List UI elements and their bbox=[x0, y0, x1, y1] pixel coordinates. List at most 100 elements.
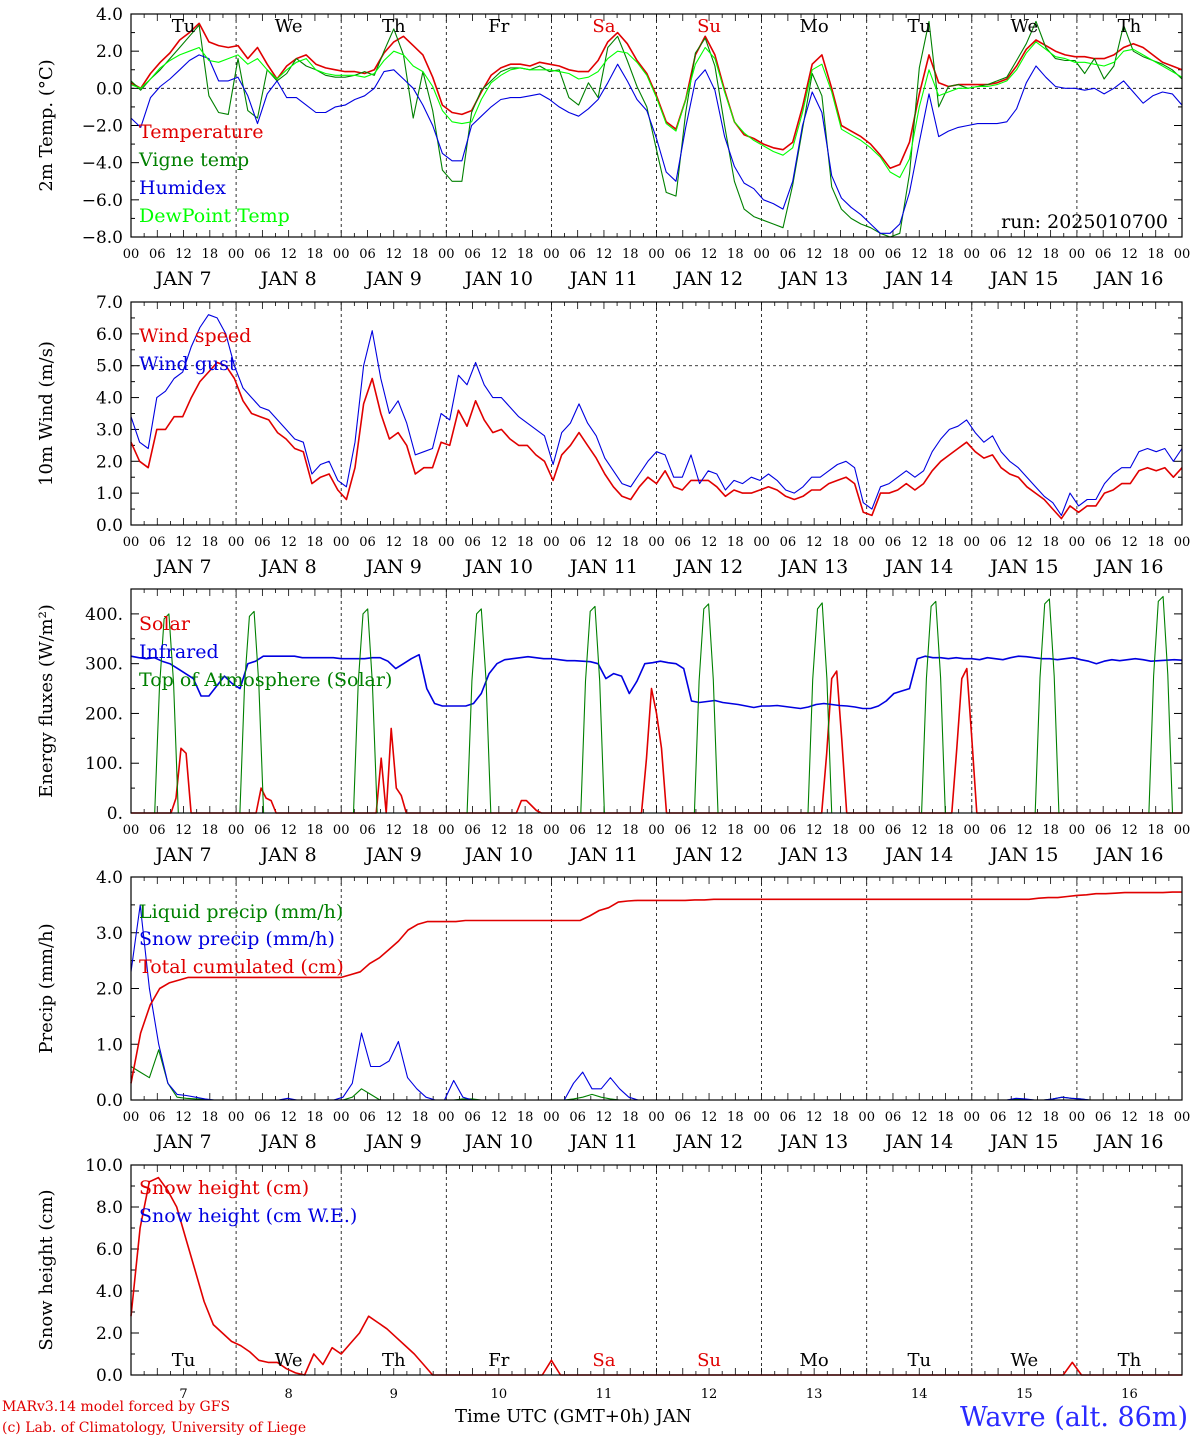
x-hour-label: 00 bbox=[123, 1110, 140, 1125]
y-tick-label: 0.0 bbox=[96, 1366, 123, 1386]
legend-entry: Humidex bbox=[139, 177, 226, 199]
y-tick-label: 0. bbox=[107, 804, 123, 824]
legend-entry: Solar bbox=[139, 613, 191, 635]
x-day-label: 16 bbox=[1121, 1387, 1138, 1402]
x-day-label: JAN 16 bbox=[1093, 1131, 1163, 1153]
x-hour-label: 12 bbox=[701, 247, 718, 262]
x-hour-label: 00 bbox=[438, 1110, 455, 1125]
x-hour-label: 00 bbox=[543, 1110, 560, 1125]
x-hour-label: 00 bbox=[753, 1110, 770, 1125]
x-hour-label: 00 bbox=[333, 535, 350, 550]
x-day-label: JAN 12 bbox=[673, 1131, 743, 1153]
x-hour-label: 06 bbox=[359, 823, 376, 838]
x-hour-label: 00 bbox=[753, 247, 770, 262]
y-tick-label: −6.0 bbox=[82, 191, 123, 211]
x-day-label: 8 bbox=[285, 1387, 293, 1402]
x-hour-label: 00 bbox=[1174, 535, 1191, 550]
x-hour-label: 06 bbox=[675, 1110, 692, 1125]
x-hour-label: 00 bbox=[543, 535, 560, 550]
legend-entry: Snow height (cm W.E.) bbox=[139, 1205, 357, 1227]
x-hour-label: 18 bbox=[412, 823, 429, 838]
x-hour-label: 18 bbox=[622, 535, 639, 550]
x-day-label: JAN 10 bbox=[463, 556, 533, 578]
y-tick-label: 3.0 bbox=[96, 924, 123, 944]
x-hour-label: 12 bbox=[1016, 1110, 1033, 1125]
y-tick-label: 2.0 bbox=[96, 1324, 123, 1344]
x-day-label: JAN 13 bbox=[778, 556, 848, 578]
x-hour-label: 12 bbox=[596, 1110, 613, 1125]
x-hour-label: 18 bbox=[1147, 535, 1164, 550]
x-hour-label: 18 bbox=[937, 1110, 954, 1125]
y-axis-label: 2m Temp. (°C) bbox=[36, 59, 57, 191]
x-hour-label: 18 bbox=[937, 535, 954, 550]
x-hour-label: 00 bbox=[1069, 535, 1086, 550]
x-hour-label: 06 bbox=[359, 1110, 376, 1125]
y-tick-label: 100. bbox=[85, 754, 123, 774]
x-day-label: JAN 8 bbox=[259, 556, 317, 578]
legend-entry: Snow height (cm) bbox=[139, 1177, 309, 1199]
x-day-label: 14 bbox=[911, 1387, 928, 1402]
x-hour-label: 00 bbox=[228, 1110, 245, 1125]
panel-3: 0. 100. 200. 300. 400. Energy fluxes (W/m²) So… bbox=[36, 588, 1190, 866]
x-hour-label: 12 bbox=[385, 823, 402, 838]
x-hour-label: 06 bbox=[149, 535, 166, 550]
x-hour-label: 12 bbox=[911, 535, 928, 550]
x-day-label: JAN 13 bbox=[778, 844, 848, 866]
x-day-label: JAN 10 bbox=[463, 268, 533, 290]
x-day-label: JAN 14 bbox=[883, 268, 953, 290]
x-day-label: JAN 12 bbox=[673, 268, 743, 290]
x-hour-label: 12 bbox=[1016, 823, 1033, 838]
panel-5: 0.0 2.0 4.0 6.0 8.0 10.0 Snow height (cm) Snow … bbox=[36, 1156, 1183, 1402]
x-day-label: JAN 14 bbox=[883, 556, 953, 578]
series-line bbox=[130, 22, 1183, 169]
x-axis-title: Time UTC (GMT+0h) JAN bbox=[455, 1406, 692, 1427]
x-hour-label: 18 bbox=[727, 823, 744, 838]
x-hour-label: 12 bbox=[491, 1110, 508, 1125]
weekday-label: We bbox=[275, 1350, 303, 1371]
x-day-label: JAN 16 bbox=[1093, 556, 1163, 578]
legend-entry: Snow precip (mm/h) bbox=[139, 928, 335, 950]
x-hour-label: 06 bbox=[149, 823, 166, 838]
x-day-label: JAN 14 bbox=[883, 844, 953, 866]
x-hour-label: 00 bbox=[648, 1110, 665, 1125]
weekday-label: Th bbox=[382, 16, 406, 37]
legend-entry: Wind gust bbox=[139, 353, 237, 375]
x-day-label: JAN 13 bbox=[778, 268, 848, 290]
x-hour-label: 12 bbox=[806, 823, 823, 838]
panel-1: −8.0 −6.0 −4.0 −2.0 0.0 2.0 4.0 2m Temp. (°C) Te… bbox=[36, 5, 1190, 290]
panel-2: 0.0 1.0 2.0 3.0 4.0 5.0 6.0 7.0 10m Wind (m/s) Wi… bbox=[36, 293, 1190, 578]
x-hour-label: 12 bbox=[175, 823, 192, 838]
x-hour-label: 12 bbox=[491, 823, 508, 838]
x-hour-label: 06 bbox=[569, 1110, 586, 1125]
x-hour-label: 18 bbox=[307, 823, 324, 838]
x-day-label: JAN 9 bbox=[364, 844, 422, 866]
y-tick-label: −4.0 bbox=[82, 154, 123, 174]
x-hour-label: 00 bbox=[648, 535, 665, 550]
x-hour-label: 06 bbox=[885, 823, 902, 838]
x-day-label: JAN 8 bbox=[259, 1131, 317, 1153]
x-day-label: JAN 16 bbox=[1093, 844, 1163, 866]
weekday-label: Tu bbox=[907, 1350, 931, 1371]
y-tick-label: 200. bbox=[85, 704, 123, 724]
model-credit-text: MARv3.14 model forced by GFS bbox=[2, 1399, 231, 1415]
x-hour-label: 18 bbox=[1042, 535, 1059, 550]
x-hour-label: 18 bbox=[622, 823, 639, 838]
x-hour-label: 06 bbox=[885, 247, 902, 262]
x-hour-label: 00 bbox=[1069, 823, 1086, 838]
legend-entry: Liquid precip (mm/h) bbox=[139, 901, 343, 923]
y-tick-label: 2.0 bbox=[96, 980, 123, 1000]
x-hour-label: 06 bbox=[780, 535, 797, 550]
x-hour-label: 00 bbox=[964, 823, 981, 838]
x-hour-label: 12 bbox=[280, 823, 297, 838]
x-hour-label: 12 bbox=[1121, 1110, 1138, 1125]
x-hour-label: 18 bbox=[622, 247, 639, 262]
x-hour-label: 06 bbox=[675, 535, 692, 550]
x-hour-label: 12 bbox=[280, 247, 297, 262]
weekday-label: Mo bbox=[800, 16, 829, 37]
x-hour-label: 00 bbox=[438, 535, 455, 550]
x-hour-label: 18 bbox=[1042, 1110, 1059, 1125]
x-hour-label: 12 bbox=[175, 247, 192, 262]
x-hour-label: 12 bbox=[806, 1110, 823, 1125]
x-day-label: JAN 16 bbox=[1093, 268, 1163, 290]
x-hour-label: 06 bbox=[569, 535, 586, 550]
